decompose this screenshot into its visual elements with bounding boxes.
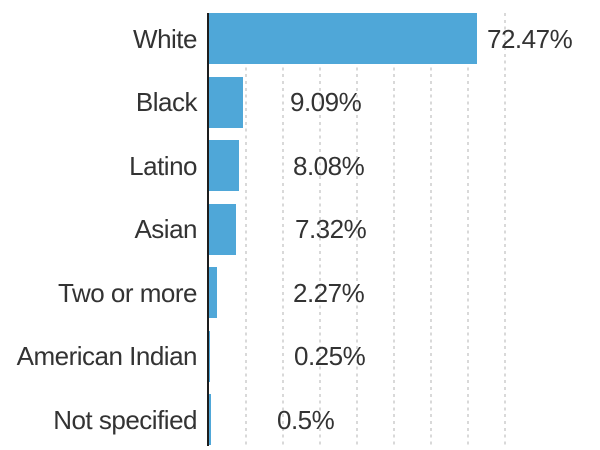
value-label: 7.32% (295, 214, 367, 244)
bar (209, 267, 218, 318)
bar (209, 394, 211, 445)
value-label: 9.09% (290, 87, 362, 117)
category-label: Latino (129, 150, 197, 181)
category-label: White (133, 23, 197, 54)
bar (209, 330, 210, 382)
gridline-10pct (245, 13, 247, 446)
category-label: Not specified (53, 404, 197, 435)
y-axis-line (206, 13, 209, 446)
value-label: 0.25% (294, 341, 366, 371)
value-label: 2.27% (293, 277, 365, 308)
bar (209, 140, 239, 191)
value-label: 8.08% (293, 150, 365, 181)
gridline-80pct (504, 13, 506, 446)
category-label: Asian (134, 214, 197, 244)
gridline-70pct (467, 13, 469, 446)
category-label: American Indian (16, 341, 198, 371)
bar (209, 13, 478, 64)
category-label: Two or more (58, 277, 198, 308)
bar (209, 203, 237, 255)
gridline-60pct (430, 13, 432, 446)
gridline-20pct (282, 13, 284, 446)
gridline-30pct (319, 13, 321, 446)
gridline-50pct (393, 13, 395, 446)
bar (209, 76, 243, 128)
gridline-40pct (356, 13, 358, 446)
value-label: 72.47% (487, 23, 573, 54)
category-label: Black (135, 87, 198, 117)
value-label: 0.5% (277, 404, 335, 435)
